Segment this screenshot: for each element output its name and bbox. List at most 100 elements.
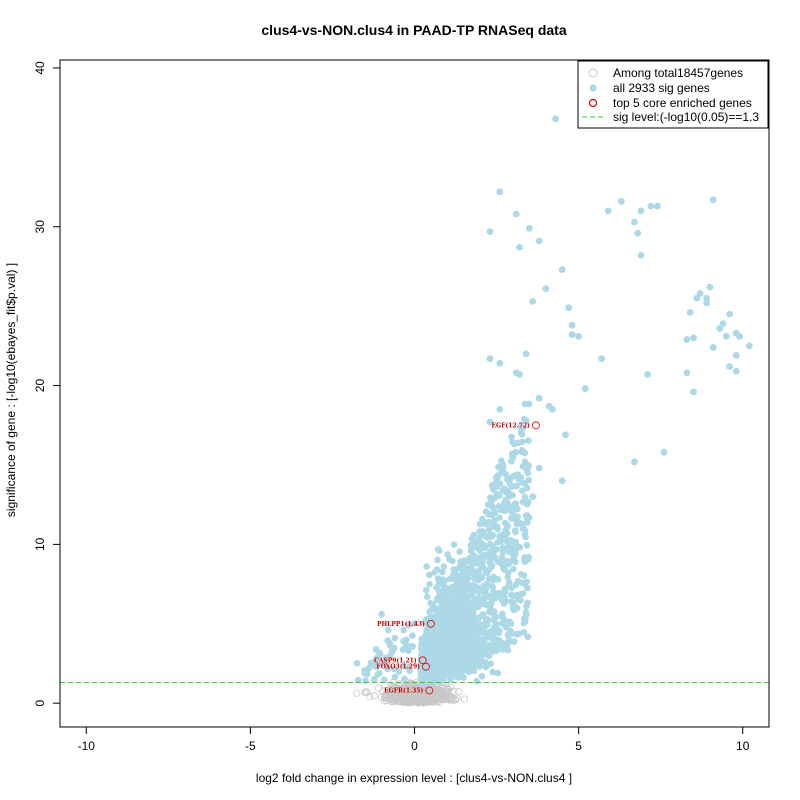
sig-gene-point — [476, 528, 483, 535]
sig-gene-point — [444, 670, 451, 677]
sig-gene-point — [376, 669, 383, 677]
sig-gene-point — [447, 641, 455, 649]
sig-gene-point — [466, 599, 473, 606]
core-gene-label: EGFR(1.35) — [384, 688, 423, 695]
sig-gene-point — [518, 487, 526, 495]
sig-gene-point — [456, 662, 464, 670]
sig-gene-point — [617, 197, 625, 205]
sig-gene-point — [473, 677, 480, 685]
sig-gene-point — [479, 611, 486, 618]
sig-gene-point — [709, 196, 717, 204]
legend-box — [577, 60, 769, 129]
x-tick-label: -10 — [78, 739, 96, 753]
sig-gene-point — [524, 515, 531, 523]
sig-gene-point — [598, 355, 605, 362]
sig-gene-point — [418, 675, 425, 683]
sig-gene-point — [485, 550, 493, 557]
sig-gene-point — [440, 611, 447, 619]
background-gene-point — [408, 687, 416, 696]
sig-gene-point — [372, 663, 379, 670]
y-tick-label: 20 — [33, 379, 47, 393]
background-gene-point — [405, 691, 414, 700]
sig-gene-point — [469, 652, 477, 659]
sig-gene-point — [428, 666, 436, 674]
sig-gene-point — [504, 646, 512, 654]
sig-gene-point — [457, 623, 465, 631]
sig-gene-point — [523, 602, 530, 610]
sig-gene-point — [488, 598, 495, 605]
sig-gene-point — [424, 624, 432, 631]
sig-gene-point — [683, 336, 691, 343]
sig-gene-point — [354, 676, 362, 684]
x-tick-label: 5 — [575, 739, 582, 753]
sig-gene-point — [716, 325, 724, 332]
y-tick-label: 30 — [33, 220, 47, 234]
sig-gene-point — [690, 334, 697, 342]
sig-gene-point — [479, 540, 486, 548]
sig-gene-point — [457, 558, 464, 565]
sig-gene-point — [634, 229, 642, 237]
sig-gene-point — [455, 642, 463, 650]
sig-gene-point — [353, 660, 361, 667]
sig-gene-point — [481, 659, 489, 666]
background-gene-point — [449, 694, 457, 703]
background-gene-point — [379, 688, 387, 696]
sig-gene-point — [428, 631, 436, 639]
background-gene-point — [421, 696, 430, 704]
sig-gene-point — [509, 483, 516, 490]
sig-gene-point — [488, 482, 496, 489]
sig-gene-point — [477, 655, 484, 663]
sig-gene-point — [388, 647, 396, 655]
sig-gene-point — [501, 585, 509, 593]
sig-gene-point — [745, 342, 753, 350]
sig-gene-point — [455, 579, 463, 587]
sig-gene-point — [505, 506, 513, 513]
sig-gene-point — [464, 650, 471, 657]
sig-gene-point — [552, 115, 559, 123]
sig-gene-point — [445, 621, 453, 629]
sig-gene-point — [430, 640, 438, 647]
sig-gene-point — [384, 665, 391, 673]
y-axis-label: significance of gene : [-log10(ebayes_fi… — [4, 263, 18, 517]
sig-gene-point — [631, 218, 638, 226]
sig-gene-point — [467, 635, 475, 643]
sig-gene-point — [485, 652, 493, 660]
sig-gene-point — [431, 673, 438, 681]
sig-gene-point — [437, 639, 444, 647]
legend-marker-sig — [589, 84, 597, 92]
sig-gene-point — [384, 626, 392, 634]
sig-gene-point — [492, 614, 500, 621]
background-gene-point — [445, 695, 454, 704]
sig-gene-point — [660, 448, 668, 456]
background-gene-point — [403, 683, 411, 691]
background-gene-point — [363, 688, 371, 696]
background-gene-point — [399, 698, 407, 706]
sig-gene-point — [391, 665, 398, 673]
sig-gene-point — [498, 553, 506, 561]
sig-gene-point — [489, 668, 497, 676]
sig-gene-point — [500, 504, 507, 511]
sig-gene-point — [501, 485, 509, 493]
sig-gene-point — [391, 673, 399, 681]
sig-gene-point — [490, 521, 497, 528]
legend-marker-core — [588, 98, 598, 108]
sig-gene-point — [500, 593, 508, 601]
background-gene-point — [382, 694, 390, 702]
sig-gene-point — [496, 514, 503, 521]
sig-gene-point — [450, 541, 458, 548]
sig-gene-point — [604, 207, 612, 215]
sig-gene-point — [520, 572, 528, 579]
sig-gene-point — [453, 632, 460, 639]
sig-gene-point — [493, 491, 501, 498]
sig-gene-point — [488, 533, 495, 540]
sig-gene-point — [525, 437, 532, 444]
sig-gene-point — [496, 188, 504, 196]
sig-gene-point — [411, 620, 418, 627]
legend-label-line: sig level:(-log10(0.05)==1.3 — [613, 110, 759, 124]
sig-gene-point — [499, 613, 506, 620]
sig-gene-point — [510, 454, 517, 461]
sig-gene-point — [505, 539, 512, 547]
x-tick-label: 0 — [411, 739, 418, 753]
sig-gene-point — [484, 592, 492, 599]
